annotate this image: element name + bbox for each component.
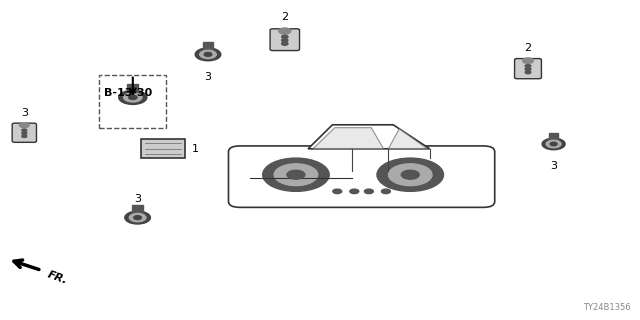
Text: 3: 3 bbox=[550, 161, 557, 171]
Circle shape bbox=[195, 48, 221, 61]
Circle shape bbox=[129, 95, 137, 100]
Circle shape bbox=[377, 158, 444, 191]
Polygon shape bbox=[388, 129, 428, 149]
Circle shape bbox=[134, 216, 141, 220]
Circle shape bbox=[204, 52, 212, 56]
Circle shape bbox=[388, 164, 432, 186]
Circle shape bbox=[542, 138, 565, 150]
Circle shape bbox=[22, 135, 27, 138]
Text: 3: 3 bbox=[21, 108, 28, 118]
Circle shape bbox=[525, 71, 531, 74]
Text: 3: 3 bbox=[205, 72, 211, 82]
Polygon shape bbox=[308, 125, 429, 149]
Circle shape bbox=[333, 189, 342, 194]
Circle shape bbox=[262, 158, 329, 191]
Circle shape bbox=[381, 189, 390, 194]
Circle shape bbox=[350, 189, 359, 194]
Circle shape bbox=[125, 211, 150, 224]
Circle shape bbox=[525, 68, 531, 71]
Bar bbox=[127, 84, 138, 91]
Circle shape bbox=[282, 39, 288, 42]
Text: FR.: FR. bbox=[46, 269, 69, 286]
Circle shape bbox=[282, 42, 288, 45]
Text: 2: 2 bbox=[524, 44, 532, 53]
Text: 2: 2 bbox=[281, 12, 289, 22]
Text: 3: 3 bbox=[134, 194, 141, 204]
Bar bbox=[132, 205, 143, 212]
Circle shape bbox=[22, 129, 27, 132]
Text: 1: 1 bbox=[191, 144, 198, 154]
Bar bbox=[203, 42, 213, 49]
Circle shape bbox=[274, 164, 317, 186]
Circle shape bbox=[525, 65, 531, 68]
Bar bbox=[99, 75, 166, 128]
Circle shape bbox=[546, 140, 561, 148]
Circle shape bbox=[282, 35, 288, 38]
Text: TY24B1356: TY24B1356 bbox=[583, 303, 630, 312]
FancyBboxPatch shape bbox=[228, 146, 495, 207]
Circle shape bbox=[522, 58, 534, 63]
FancyBboxPatch shape bbox=[270, 29, 300, 51]
Circle shape bbox=[129, 213, 146, 222]
Bar bbox=[141, 139, 185, 158]
Circle shape bbox=[287, 170, 305, 179]
FancyBboxPatch shape bbox=[12, 123, 36, 142]
Circle shape bbox=[364, 189, 373, 194]
Circle shape bbox=[124, 93, 142, 102]
Circle shape bbox=[119, 90, 147, 104]
Circle shape bbox=[401, 170, 419, 179]
Bar bbox=[549, 133, 558, 139]
Circle shape bbox=[200, 50, 216, 59]
Text: B-13-30: B-13-30 bbox=[104, 88, 152, 98]
Circle shape bbox=[22, 132, 27, 134]
Polygon shape bbox=[313, 128, 383, 149]
Circle shape bbox=[19, 123, 29, 128]
FancyBboxPatch shape bbox=[515, 59, 541, 79]
Circle shape bbox=[279, 28, 291, 34]
Circle shape bbox=[550, 142, 557, 146]
